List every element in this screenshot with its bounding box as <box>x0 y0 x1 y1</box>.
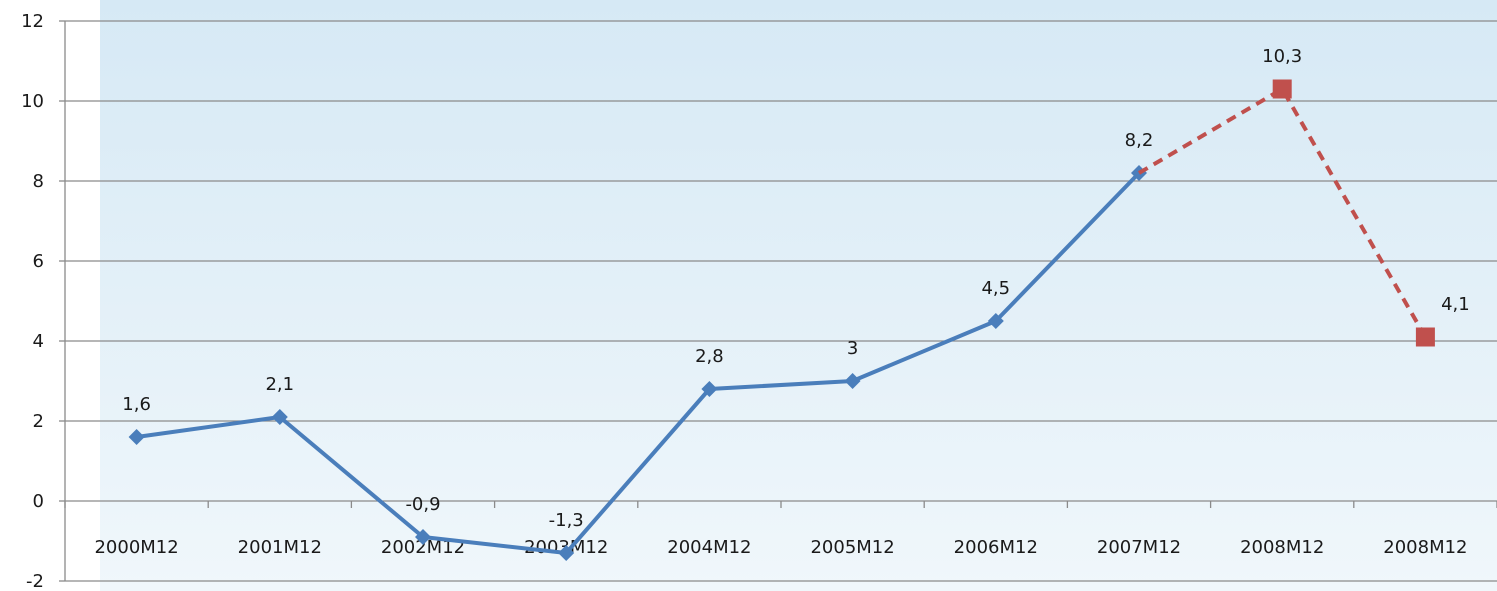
axes <box>59 20 1497 582</box>
y-tick-label: 2 <box>33 411 44 432</box>
x-tick-label: 2004M12 <box>667 537 751 558</box>
data-label: 1,6 <box>122 394 151 415</box>
y-tick-label: 4 <box>33 331 44 352</box>
data-point-marker <box>1415 327 1435 347</box>
data-label: -1,3 <box>549 510 584 531</box>
data-label: 2,8 <box>695 346 724 367</box>
x-tick-label: 2000M12 <box>94 537 178 558</box>
x-tick-label: 2008M12 <box>1240 537 1324 558</box>
data-label: 10,3 <box>1262 46 1302 67</box>
data-labels: 1,6 2,1 -0,9 -1,3 2,8 3 4,5 8,2 10,3 4,1 <box>122 46 1469 531</box>
y-tick-label: 6 <box>33 251 44 272</box>
data-point-marker <box>558 545 575 561</box>
data-point-marker <box>415 529 431 545</box>
series-line-1 <box>134 171 1141 555</box>
x-tick-label: 2001M12 <box>238 537 322 558</box>
data-point-marker <box>844 373 861 389</box>
data-label: 3 <box>847 338 858 359</box>
data-label: -0,9 <box>405 494 440 515</box>
data-point-marker <box>701 381 718 397</box>
series-group <box>128 79 1435 561</box>
x-tick-label: 2008M12 <box>1383 537 1467 558</box>
x-tick-label: 2007M12 <box>1097 537 1181 558</box>
x-tick-label: 2006M12 <box>954 537 1038 558</box>
x-tick-labels: 2000M122001M122002M122003M122004M122005M… <box>94 537 1467 558</box>
data-point-marker <box>128 429 145 445</box>
x-tick-label: 2002M12 <box>381 537 465 558</box>
y-tick-label: 10 <box>21 91 44 112</box>
y-tick-label: 0 <box>33 491 44 512</box>
data-label: 8,2 <box>1125 130 1154 151</box>
y-tick-label: 8 <box>33 171 44 192</box>
x-tick-label: 2005M12 <box>810 537 894 558</box>
data-point-marker <box>1272 79 1292 99</box>
data-label: 2,1 <box>265 374 294 395</box>
data-point-marker <box>271 409 288 425</box>
data-label: 4,5 <box>981 278 1010 299</box>
data-label: 4,1 <box>1441 294 1470 315</box>
y-tick-label: 12 <box>21 11 44 32</box>
y-tick-label: -2 <box>26 571 44 591</box>
data-point-marker <box>987 313 1004 329</box>
series-line-2 <box>1137 87 1428 339</box>
y-tick-labels: -2 0 2 4 6 8 10 12 <box>21 11 44 591</box>
